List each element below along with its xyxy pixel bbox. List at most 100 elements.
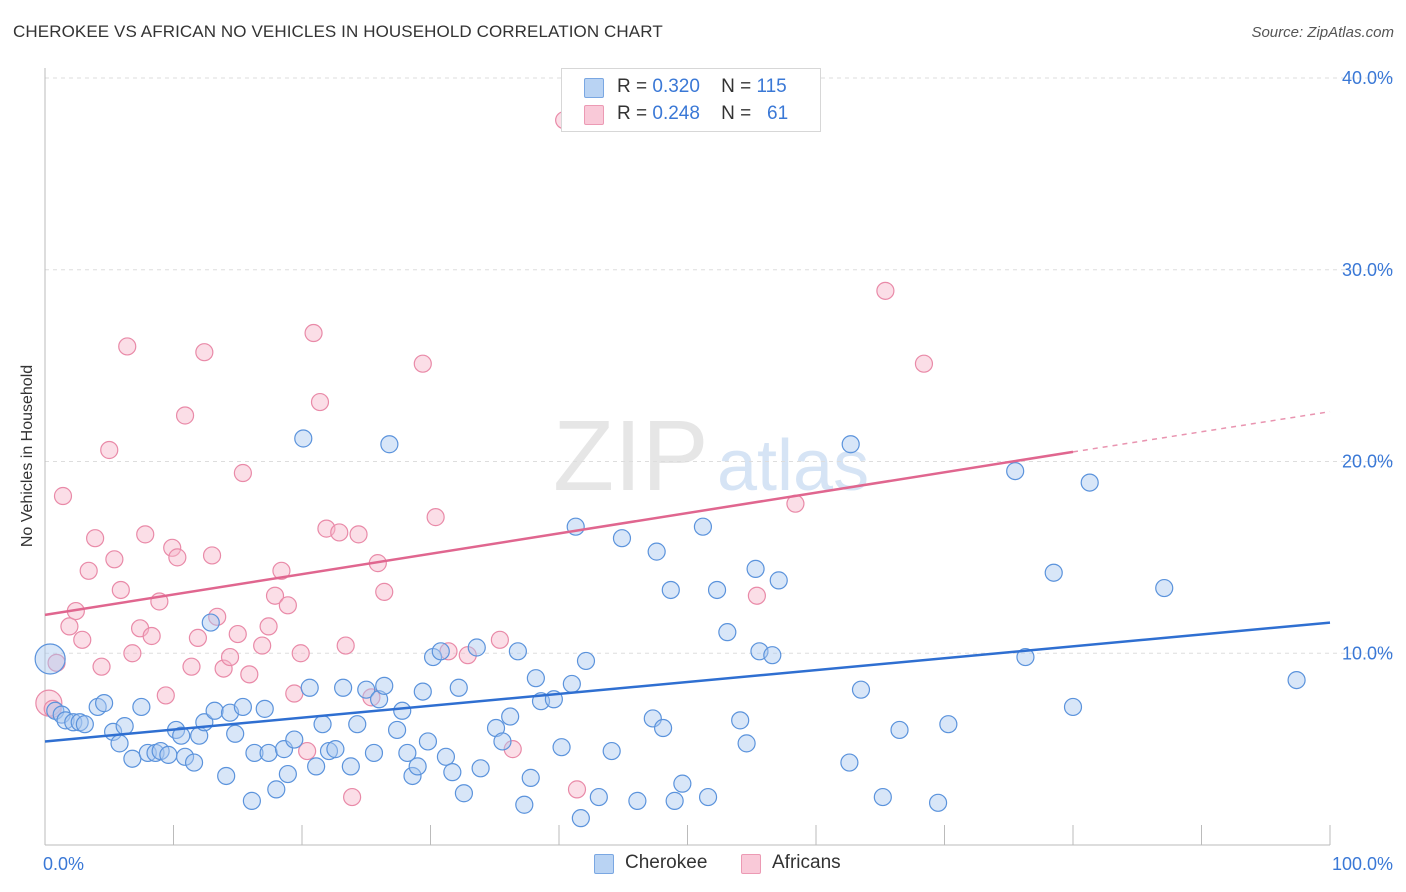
cherokee-point (1155, 578, 1174, 598)
y-tick-label: 10.0% (1342, 643, 1393, 663)
africans-point (182, 657, 201, 676)
legend-n-value: 115 (756, 76, 787, 97)
grid (45, 77, 1395, 654)
cherokee-point (928, 793, 948, 812)
cherokee-point (436, 747, 456, 766)
cherokee-point (259, 743, 278, 763)
africans-point (60, 617, 79, 636)
cherokee-point (769, 571, 788, 590)
africans-point (156, 686, 175, 705)
cherokee-point (698, 787, 718, 807)
africans-point (490, 630, 509, 649)
africans-point (285, 684, 304, 703)
cherokee-point (939, 715, 958, 734)
cherokee-trend-line (44, 621, 1331, 743)
cherokee-point (718, 623, 737, 642)
africans-point (202, 546, 222, 565)
cherokee-point (294, 429, 313, 448)
cherokee-point (665, 791, 684, 810)
x-tick-label: 0.0% (43, 854, 84, 874)
cherokee-point (242, 791, 261, 810)
legend-r-label: R = (617, 103, 648, 124)
cherokee-point (357, 680, 376, 699)
cherokee-point (319, 741, 339, 761)
africans-point (79, 561, 98, 580)
cherokee-point (172, 726, 191, 745)
cherokee-point (75, 715, 94, 734)
cherokee-point (841, 435, 860, 454)
cherokee-swatch (594, 854, 614, 874)
cherokee-point (307, 757, 326, 776)
cherokee-point (851, 680, 871, 699)
y-tick-labels: 10.0% 20.0% 30.0% 40.0% (1342, 68, 1393, 663)
cherokee-point (413, 682, 432, 701)
africans-point (310, 392, 330, 412)
africans-point (136, 525, 155, 544)
cherokee-point (326, 740, 345, 759)
cherokee-point (661, 580, 680, 600)
cherokee-point (403, 766, 422, 786)
cherokee-point (443, 763, 462, 782)
africans-point (43, 699, 62, 718)
cherokee-point (1063, 697, 1083, 717)
correlation-legend: R = 0.320 N = 115 R = 0.248 N = 61 (561, 68, 821, 132)
cherokee-point (501, 707, 520, 726)
cherokee-point (418, 732, 438, 751)
cherokee-point (34, 643, 66, 675)
cherokee-point (576, 651, 596, 671)
cherokee-point (278, 764, 297, 784)
cherokee-point (612, 529, 632, 548)
cherokee-point (653, 718, 673, 738)
cherokee-point (348, 715, 367, 734)
cherokee-point (217, 766, 236, 786)
africans-point (163, 538, 182, 557)
cherokee-swatch (584, 78, 604, 98)
legend-n-value: 61 (767, 103, 789, 124)
africans-point (123, 644, 142, 663)
africans-point (265, 586, 285, 605)
cherokee-point (1006, 461, 1025, 481)
cherokee-point (205, 701, 224, 720)
africans-point (304, 323, 323, 343)
x-tick-label: 100.0% (1332, 854, 1393, 874)
africans-point (298, 741, 317, 761)
cherokee-point (508, 642, 527, 661)
cherokee-point (364, 743, 384, 763)
cherokee-point (1044, 563, 1063, 582)
source-label: Source: ZipAtlas.com (1251, 24, 1394, 41)
cherokee-point (64, 713, 83, 732)
cherokee-point (673, 774, 692, 793)
cherokee-point (431, 642, 450, 661)
cherokee-point (589, 787, 608, 807)
cherokee-point (370, 690, 389, 709)
cherokee-point (334, 678, 353, 697)
africans-point (105, 550, 124, 569)
cherokee-point (1287, 670, 1306, 690)
cherokee-point (110, 734, 129, 753)
cherokee-point (628, 791, 647, 810)
cherokee-point (123, 749, 142, 768)
cherokee-point (226, 724, 245, 743)
africans-point (175, 406, 195, 425)
cherokee-point (375, 676, 394, 695)
cherokee-point (467, 638, 486, 657)
x-tick-labels: 0.0% 100.0% (43, 854, 1393, 874)
africans-point (291, 644, 310, 663)
cherokee-point (245, 743, 264, 763)
africans-point (503, 740, 522, 759)
cherokee-point (521, 768, 540, 787)
cherokee-point (201, 613, 220, 632)
africans-point (876, 281, 895, 300)
cherokee-point (602, 741, 621, 761)
africans-point (53, 486, 73, 506)
cherokee-point (132, 697, 151, 717)
africans-point (336, 636, 355, 655)
africans-point (259, 617, 278, 636)
cherokee-point (552, 738, 571, 757)
legend-r-label: R = (617, 76, 648, 97)
africans-point (240, 665, 259, 684)
cherokee-point (115, 717, 134, 736)
legend-label: Africans (772, 852, 841, 873)
africans-point (253, 636, 272, 655)
